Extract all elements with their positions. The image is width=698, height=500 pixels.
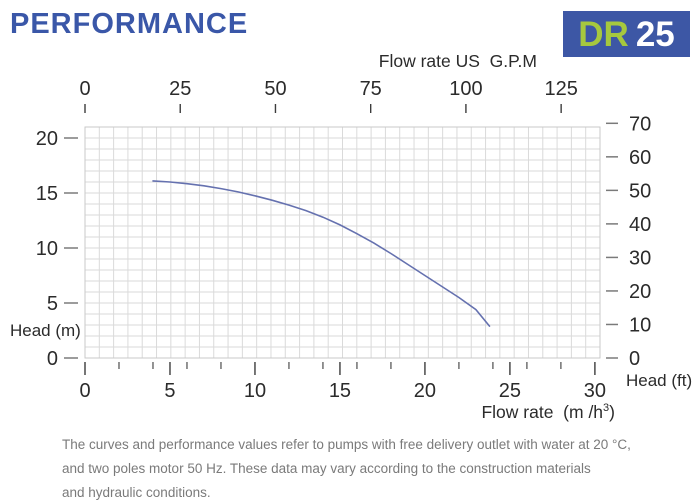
bottom-axis-title: Flow rate (m /h3) — [481, 402, 615, 423]
page-title: PERFORMANCE — [10, 8, 249, 40]
head-curve — [152, 180, 491, 327]
footnote-line: and two poles motor 50 Hz. These data ma… — [62, 461, 591, 476]
left-axis-title: Head (m) — [10, 321, 81, 340]
bottom-axis-title-closing: ) — [609, 402, 615, 422]
left-axis: 0 5 10 15 20 — [36, 128, 78, 370]
left-axis-tick-label: 5 — [47, 293, 58, 315]
top-axis-tick-label: 125 — [544, 78, 577, 100]
right-axis-tick-label: 40 — [629, 214, 651, 236]
right-axis-tick-label: 30 — [629, 247, 651, 269]
top-axis-tick-label: 25 — [169, 78, 191, 100]
top-axis-title: Flow rate US G.P.M — [378, 51, 537, 71]
grid — [84, 126, 601, 359]
left-axis-tick-label: 15 — [36, 183, 58, 205]
footnote-line: The curves and performance values refer … — [62, 437, 631, 452]
bottom-axis-title-superscript: 3 — [603, 402, 610, 415]
bottom-axis-tick-label: 20 — [414, 380, 436, 402]
right-axis-tick-label: 50 — [629, 180, 651, 202]
left-axis-tick-label: 20 — [36, 128, 58, 150]
right-axis-tick-label: 20 — [629, 281, 651, 303]
top-axis-tick-label: 75 — [360, 78, 382, 100]
right-axis-tick-label: 0 — [629, 348, 640, 370]
bottom-axis-tick-label: 5 — [164, 380, 175, 402]
bottom-axis-tick-label: 15 — [329, 380, 351, 402]
footnote: The curves and performance values refer … — [62, 433, 662, 500]
bottom-axis: 0 5 10 15 20 25 30 — [79, 362, 606, 402]
right-axis: 0 10 20 30 40 50 60 70 — [606, 113, 651, 370]
bottom-axis-tick-label: 25 — [499, 380, 521, 402]
bottom-axis-tick-label: 0 — [79, 380, 90, 402]
left-axis-tick-label: 10 — [36, 238, 58, 260]
footnote-line: and hydraulic conditions. — [62, 485, 211, 500]
bottom-axis-tick-label: 30 — [584, 380, 606, 402]
top-axis: 0 25 50 75 100 125 — [79, 78, 578, 113]
right-axis-tick-label: 60 — [629, 147, 651, 169]
model-size-label: 25 — [635, 14, 675, 54]
right-axis-tick-label: 70 — [629, 113, 651, 135]
right-axis-title: Head (ft) — [626, 371, 693, 390]
plot-border — [84, 126, 601, 359]
right-axis-tick-label: 10 — [629, 314, 651, 336]
model-badge: DR 25 — [563, 11, 690, 57]
left-axis-tick-label: 0 — [47, 348, 58, 370]
bottom-axis-tick-label: 10 — [244, 380, 266, 402]
top-axis-tick-label: 100 — [449, 78, 482, 100]
model-series-label: DR — [578, 14, 629, 54]
top-axis-tick-label: 0 — [79, 78, 90, 100]
bottom-axis-title-text: Flow rate (m /h — [481, 402, 604, 422]
top-axis-tick-label: 50 — [264, 78, 286, 100]
